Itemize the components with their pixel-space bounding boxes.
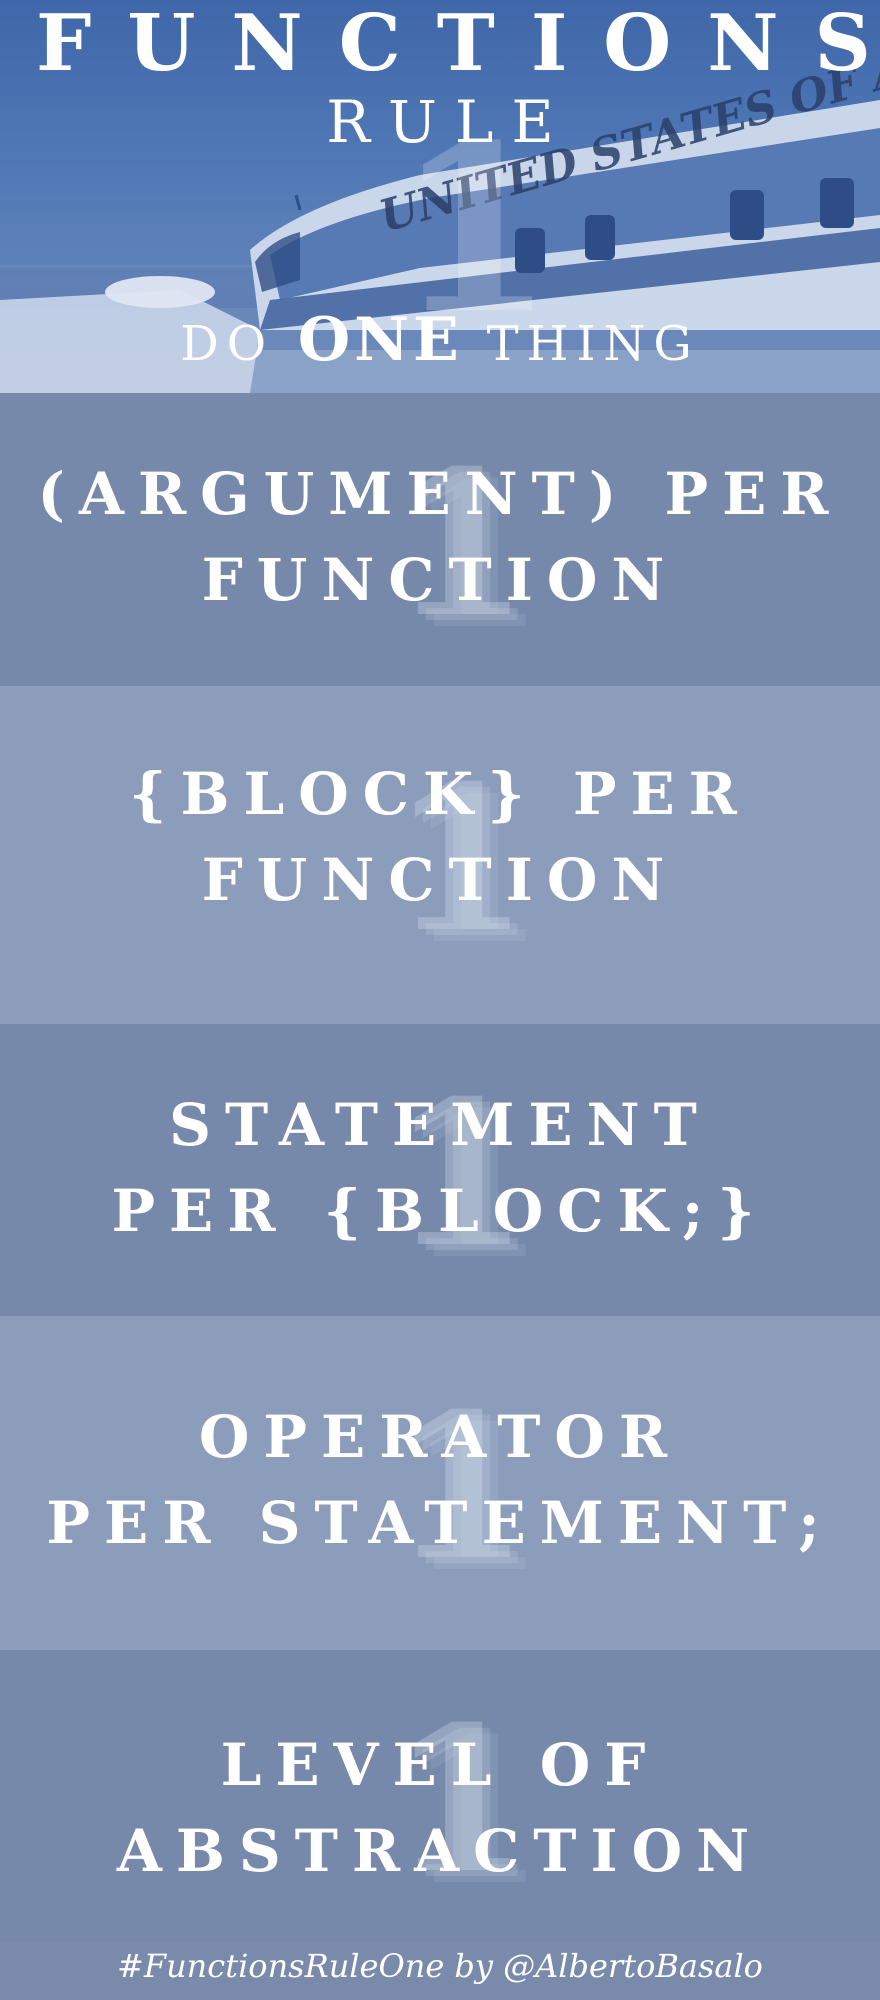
- rule-text: {BLOCK} PER FUNCTION: [0, 751, 880, 923]
- hero-banner: UNITED STATES OF AME 1 FUNCTIONS RULE DO…: [0, 0, 880, 393]
- band-numeral: 1 1 1: [390, 742, 546, 989]
- tagline-pre: DO: [180, 316, 275, 372]
- rule-line: PER STATEMENT;: [46, 1489, 834, 1557]
- tagline-emphasis: ONE: [297, 305, 463, 375]
- rule-band-block: 1 1 1 {BLOCK} PER FUNCTION: [0, 686, 880, 1024]
- rule-band-statement: 1 1 1 STATEMENT PER {BLOCK;}: [0, 1024, 880, 1316]
- band-numeral: 1 1 1: [390, 1057, 546, 1304]
- rule-band-argument: 1 1 1 (ARGUMENT) PER FUNCTION: [0, 393, 880, 686]
- rule-line: FUNCTION: [201, 546, 679, 614]
- rule-line: LEVEL OF: [220, 1731, 660, 1799]
- rule-line: OPERATOR: [198, 1403, 682, 1471]
- tagline-post: THING: [486, 316, 700, 372]
- footer-hashtag: #FunctionsRuleOne by @AlbertoBasalo: [0, 1942, 880, 2000]
- band-numeral: 1 1 1: [390, 1370, 546, 1617]
- rule-text: OPERATOR PER STATEMENT;: [0, 1394, 880, 1566]
- rule-text: (ARGUMENT) PER FUNCTION: [0, 451, 880, 623]
- rule-line: ABSTRACTION: [116, 1817, 764, 1885]
- hero-subtitle: RULE: [326, 88, 572, 156]
- rule-line: STATEMENT: [169, 1091, 711, 1159]
- rule-text: LEVEL OF ABSTRACTION: [0, 1722, 880, 1894]
- rule-line: PER {BLOCK;}: [111, 1177, 769, 1245]
- rule-band-operator: 1 1 1 OPERATOR PER STATEMENT;: [0, 1316, 880, 1650]
- hero-tagline: DO ONE THING: [0, 305, 880, 379]
- rule-line: (ARGUMENT) PER: [37, 460, 843, 528]
- hero-title: FUNCTIONS: [36, 0, 880, 89]
- band-numeral: 1 1 1: [390, 1683, 546, 1930]
- rule-text: STATEMENT PER {BLOCK;}: [0, 1082, 880, 1254]
- airplane-photo-illustration: UNITED STATES OF AME: [0, 20, 880, 393]
- rule-line: FUNCTION: [201, 846, 679, 914]
- rule-band-abstraction: 1 1 1 LEVEL OF ABSTRACTION: [0, 1650, 880, 1942]
- band-numeral: 1 1 1: [390, 426, 546, 674]
- rule-line: {BLOCK} PER: [129, 760, 751, 828]
